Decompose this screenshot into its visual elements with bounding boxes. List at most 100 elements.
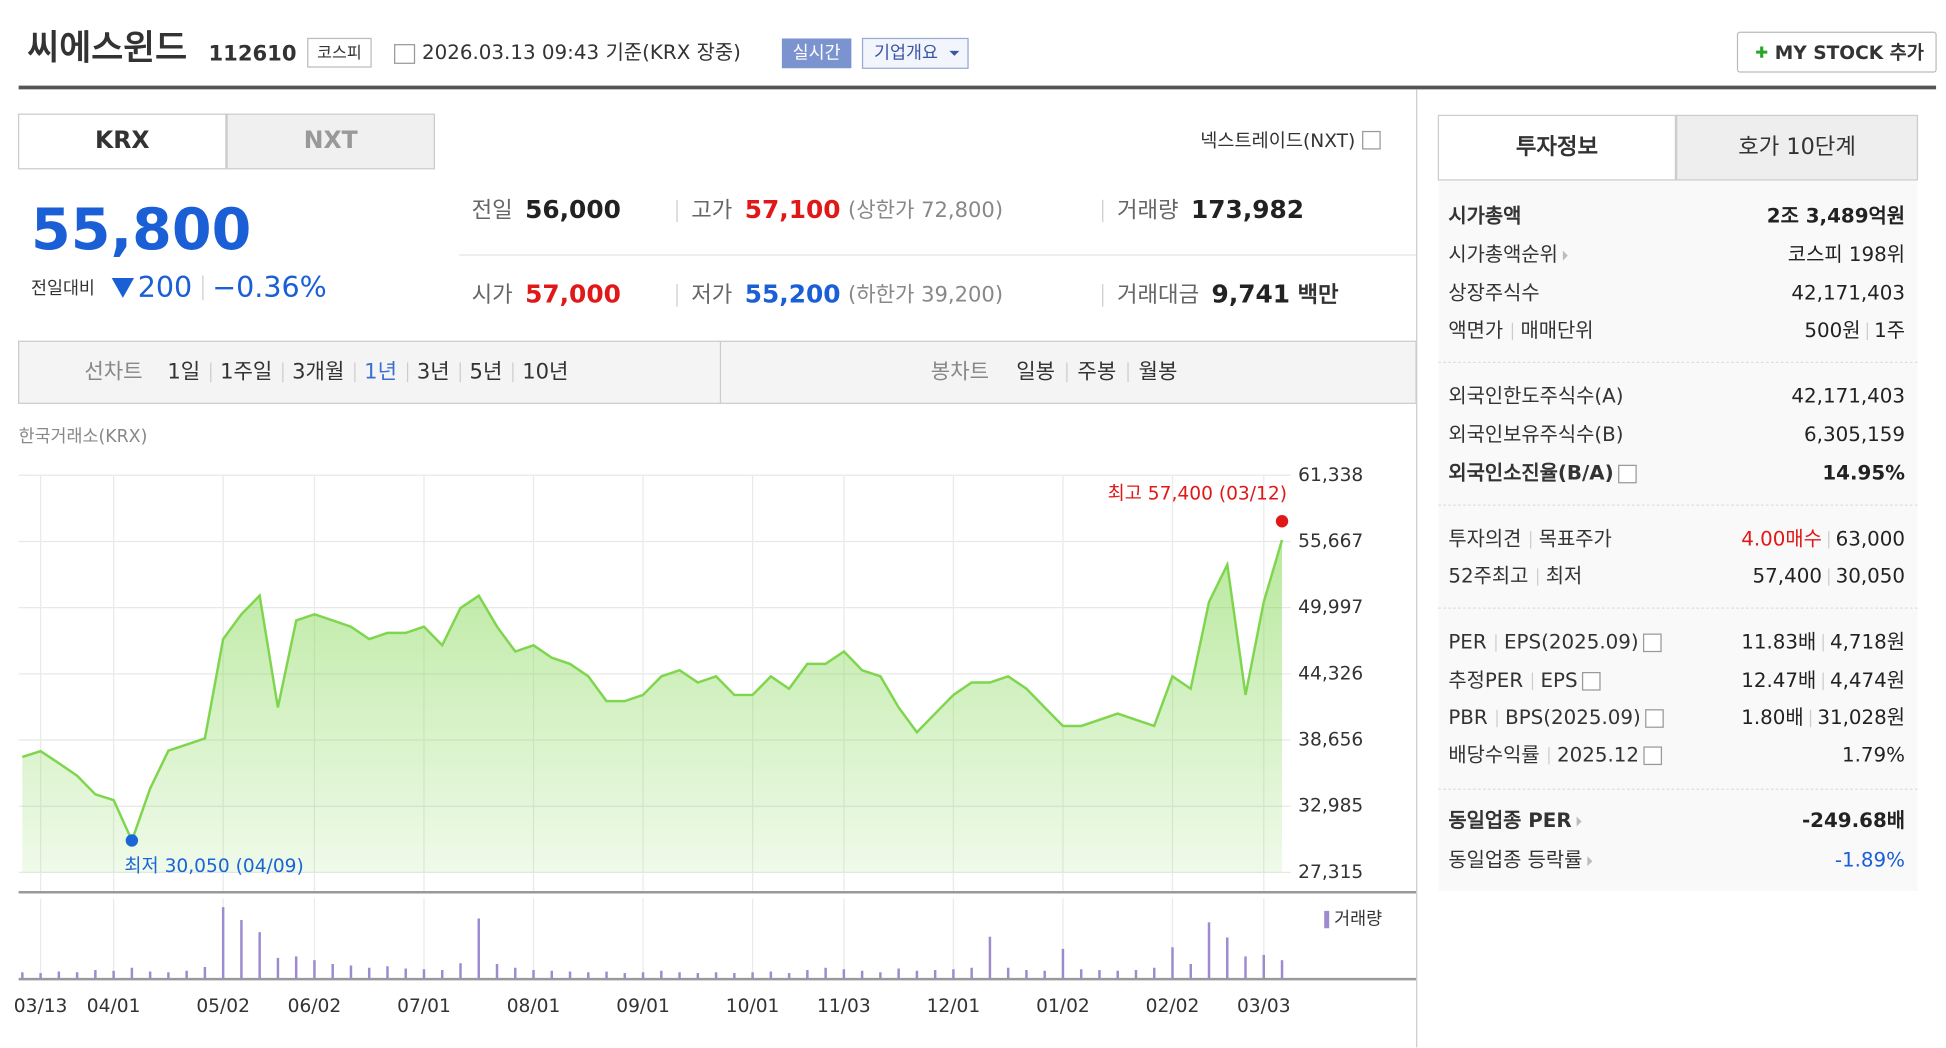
overview: 기업개요 [874, 43, 938, 63]
info-label: PER [1448, 630, 1487, 653]
separator [1102, 199, 1104, 223]
my-stock-button[interactable] [1736, 31, 1937, 73]
separator [1866, 322, 1868, 341]
info-label: 추정PER [1448, 669, 1523, 692]
volume-bar [714, 972, 718, 980]
info-value: 1.79% [1842, 743, 1905, 766]
y-tick-label: 27,315 [1298, 862, 1363, 883]
header-rule [18, 85, 1937, 90]
volume-bar [1025, 970, 1028, 980]
x-tick-label: 06/02 [288, 996, 342, 1017]
volume-bar [112, 970, 115, 980]
period-button[interactable]: 10년 [522, 358, 568, 383]
separator [676, 284, 678, 307]
nxt-link[interactable]: 넥스트레이드(NXT) [1200, 131, 1355, 152]
annotation-dot [1275, 515, 1289, 528]
quote-label: 거래대금 [1117, 282, 1199, 308]
volume-bar [623, 973, 627, 980]
separator [512, 362, 514, 383]
info-label: EPS [1541, 669, 1578, 692]
info-label: 시가총액순위 [1448, 243, 1558, 266]
volume-bar [331, 963, 334, 980]
volume-bar [605, 971, 608, 980]
candle-button[interactable]: 일봉 [1016, 358, 1055, 383]
y-tick-label: 55,667 [1298, 531, 1363, 552]
annotation-label: 최고 57,400 (03/12) [1108, 483, 1287, 504]
tab-krx[interactable] [17, 113, 227, 170]
volume-bar [367, 967, 371, 980]
info-value: 6,305,159 [1804, 423, 1905, 446]
period-button[interactable]: 3년 [417, 358, 450, 383]
info-label: BPS(2025.09) [1505, 706, 1641, 729]
info-value: 42,171,403 [1791, 385, 1905, 408]
quote-value: 57,100 [745, 195, 841, 224]
down-icon [111, 277, 135, 298]
x-tick-label: 09/01 [616, 996, 670, 1017]
volume-bar [167, 972, 170, 980]
tab-orderbook[interactable] [1676, 114, 1919, 181]
volume-bar [240, 920, 243, 980]
volume-bar [678, 972, 681, 980]
volume-bar [1061, 948, 1065, 980]
period-button[interactable]: 1주일 [220, 358, 272, 383]
volume-bar [1171, 947, 1174, 980]
dropdown-icon [949, 50, 960, 56]
separator [1066, 362, 1068, 383]
volume-bar [459, 963, 462, 980]
quote-label: 저가 [691, 282, 732, 308]
help-icon [1643, 633, 1662, 653]
tab-info[interactable] [1437, 114, 1677, 181]
x-tick-label: 03/13 [14, 996, 68, 1017]
period-button[interactable]: 1년 [364, 358, 397, 383]
tab-nxt[interactable] [226, 113, 435, 170]
info-value: -249.68배 [1802, 809, 1905, 832]
quote-value: 56,000 [525, 195, 621, 224]
volume-bar [952, 969, 955, 980]
period-button[interactable]: 3개월 [292, 358, 344, 383]
stock-name: 씨에스윈드 [27, 29, 187, 69]
volume-bar [1207, 922, 1211, 980]
volume-bar [751, 972, 754, 980]
separator [676, 199, 678, 223]
market: 코스피 [317, 43, 362, 62]
volume-bar [696, 973, 700, 980]
market-badge [307, 37, 372, 68]
info-label: PBR [1448, 706, 1488, 729]
overview-button[interactable] [861, 37, 969, 69]
realtime: 실시간 [793, 43, 841, 63]
period-button[interactable]: 1일 [167, 358, 200, 383]
volume-bar [970, 967, 973, 980]
annotation-label: 최저 30,050 (04/09) [124, 856, 303, 877]
quote-value: 9,741 [1212, 279, 1290, 308]
volume-bar [860, 970, 864, 980]
stock-code: 112610 [209, 41, 297, 66]
realtime-button[interactable] [781, 38, 852, 69]
info-label: 외국인한도주식수(A) [1448, 385, 1623, 408]
volume-bar [477, 918, 480, 980]
candle-button[interactable]: 월봉 [1139, 358, 1178, 383]
datetime: 2026.03.13 09:43 [422, 41, 599, 64]
y-tick-label: 32,985 [1298, 796, 1363, 817]
volume-bar [1006, 967, 1010, 980]
separator [1127, 362, 1129, 383]
volume-bar [806, 970, 809, 980]
x-tick-label: 08/01 [507, 996, 561, 1017]
x-tick-label: 03/03 [1237, 996, 1291, 1017]
volume-bar [94, 970, 97, 980]
x-tick-label: 11/03 [817, 996, 871, 1017]
volume-bar [1098, 970, 1101, 980]
info-value: 31,028원 [1817, 706, 1905, 729]
separator [1531, 672, 1534, 690]
chart-source: 한국거래소(KRX) [19, 427, 148, 447]
x-tick-label: 01/02 [1036, 996, 1090, 1017]
separator [1828, 568, 1830, 586]
quote-limit: (상한가 72,800) [848, 197, 1003, 222]
info-label: 배당수익률 [1448, 743, 1539, 766]
candle-button[interactable]: 주봉 [1077, 358, 1116, 383]
volume-bar [1152, 967, 1156, 980]
period-button[interactable]: 5년 [470, 358, 503, 383]
volume-bar [1226, 937, 1229, 980]
x-tick-label: 12/01 [927, 996, 981, 1017]
info-label: 동일업종 PER [1448, 809, 1571, 832]
